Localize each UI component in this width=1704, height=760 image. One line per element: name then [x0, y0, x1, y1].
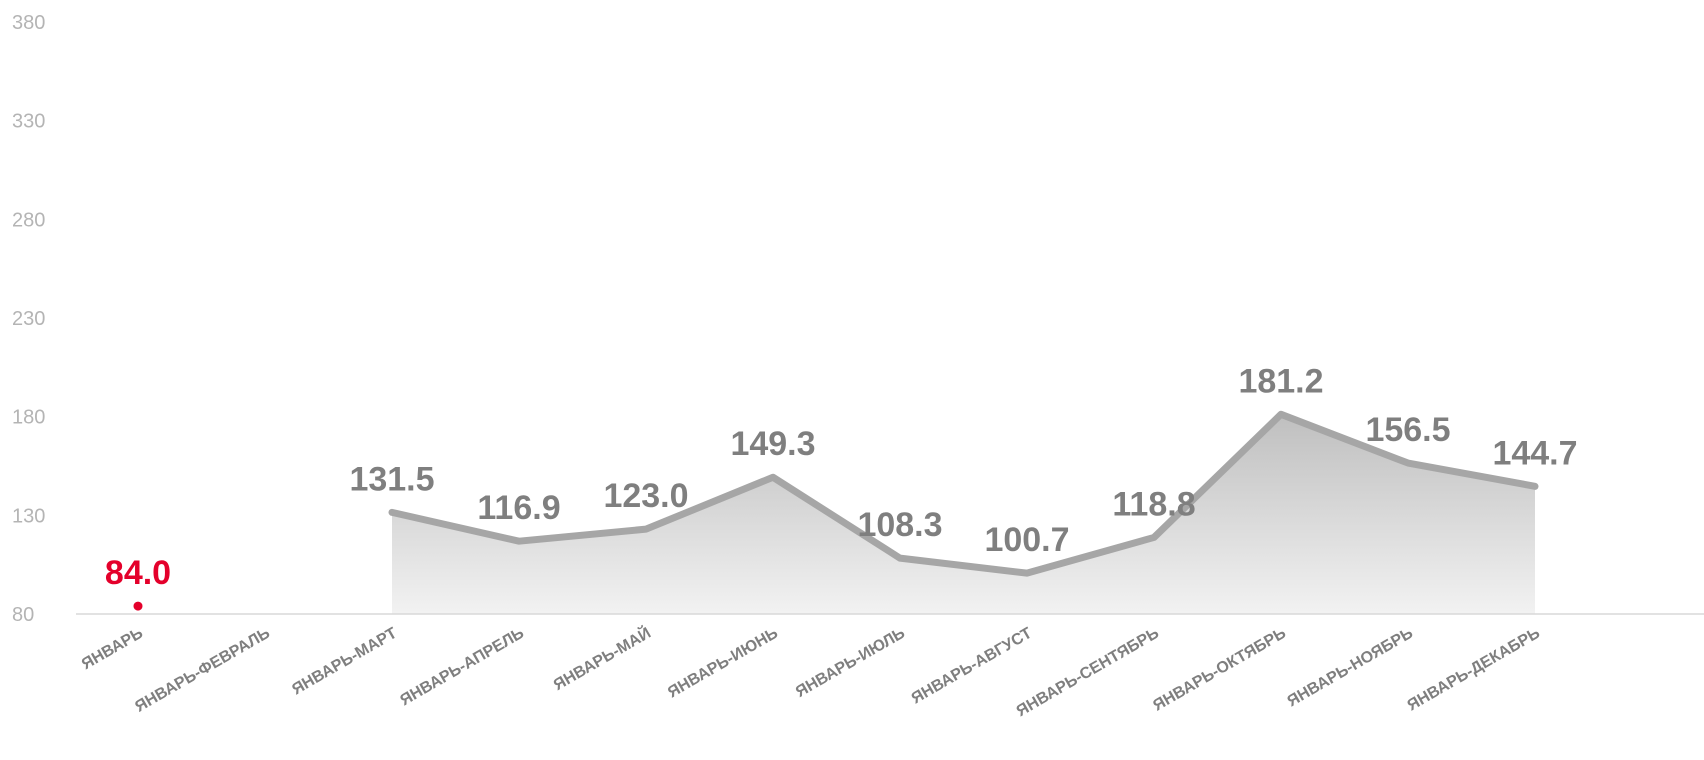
data-label: 108.3 — [857, 506, 942, 544]
x-tick-label: ЯНВАРЬ-МАРТ — [289, 625, 400, 699]
x-tick-label: ЯНВАРЬ-СЕНТЯБРЬ — [1014, 625, 1162, 720]
y-tick-label: 380 — [12, 12, 45, 34]
data-label: 156.5 — [1365, 411, 1450, 449]
x-tick-label: ЯНВАРЬ-АПРЕЛЬ — [397, 625, 527, 710]
series-line — [388, 410, 1539, 577]
x-tick-label: ЯНВАРЬ-НОЯБРЬ — [1285, 625, 1416, 711]
y-tick-label: 330 — [12, 111, 45, 133]
data-label: 144.7 — [1492, 434, 1577, 472]
data-label: 131.5 — [349, 460, 434, 498]
x-tick-label: ЯНВАРЬ-ФЕВРАЛЬ — [132, 625, 273, 716]
data-label: 123.0 — [603, 477, 688, 515]
x-tick-label: ЯНВАРЬ-МАЙ — [550, 623, 654, 694]
data-label: 116.9 — [477, 489, 560, 527]
data-label: 181.2 — [1238, 362, 1323, 400]
y-tick-label: 280 — [12, 209, 45, 231]
x-tick-label: ЯНВАРЬ — [79, 625, 146, 673]
y-tick-label: 130 — [12, 505, 45, 527]
x-tick-label: ЯНВАРЬ-ДЕКАБРЬ — [1405, 625, 1543, 715]
x-tick-label: ЯНВАРЬ-ОКТЯБРЬ — [1150, 625, 1289, 715]
y-tick-label: 230 — [12, 308, 45, 330]
x-tick-label: ЯНВАРЬ-ИЮЛЬ — [793, 625, 908, 701]
y-tick-label: 180 — [12, 407, 45, 429]
area-fill — [392, 414, 1535, 614]
x-tick-label: ЯНВАРЬ-ИЮНЬ — [665, 625, 781, 702]
x-tick-label: ЯНВАРЬ-АВГУСТ — [909, 625, 1035, 708]
y-tick-label: 80 — [12, 604, 34, 626]
data-label: 84.0 — [105, 554, 171, 592]
data-point — [133, 601, 143, 611]
data-labels: 84.0 131.5 116.9 123.0 149.3 108.3 100.7 118.8 1… — [105, 362, 1578, 592]
points-layer — [133, 601, 143, 611]
data-label: 149.3 — [730, 425, 815, 463]
line-layer — [388, 410, 1539, 577]
y-axis: 80 130 180 230 280 330 380 — [12, 12, 45, 626]
area-layer — [392, 414, 1535, 614]
data-label: 100.7 — [984, 521, 1069, 559]
data-label: 118.8 — [1112, 485, 1195, 523]
